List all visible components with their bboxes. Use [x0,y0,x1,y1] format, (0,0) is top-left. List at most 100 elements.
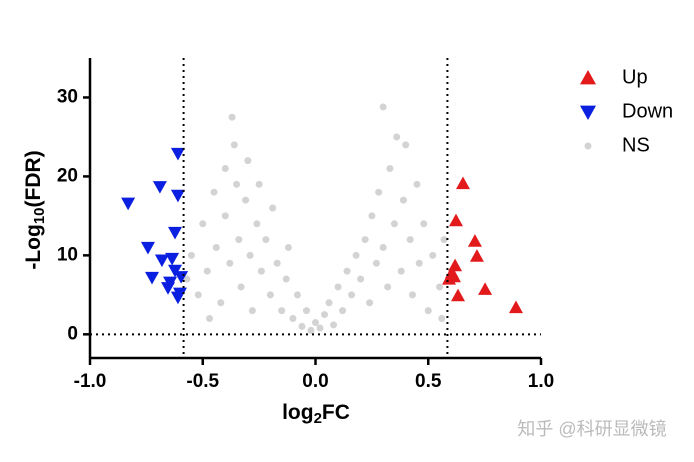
x-tick-label: -1.0 [74,371,107,392]
point [316,324,324,332]
x-tick-label: -0.5 [186,371,219,392]
point [366,299,374,307]
watermark: 知乎 @科研显微镜 [517,419,666,439]
legend-marker [580,105,596,120]
point [330,321,338,329]
point [413,180,421,188]
legend-marker [580,70,596,85]
point [390,220,398,228]
legend-label: Up [622,66,648,88]
point [393,133,401,141]
point [235,236,243,244]
point [406,236,414,244]
point [152,181,167,194]
point [212,243,220,251]
point [429,251,437,259]
point [361,236,369,244]
point [402,141,410,149]
point [273,259,281,267]
point [168,264,183,278]
point [140,241,155,255]
point [121,197,136,211]
point [194,291,202,299]
point [248,307,256,315]
point [397,267,405,275]
point [242,196,250,204]
x-tick-label: 1.0 [528,371,554,392]
point [145,271,160,285]
point [408,291,416,299]
point [253,220,261,228]
point [284,243,292,251]
point [154,254,169,268]
point [446,269,461,283]
point [307,326,315,334]
legend-label: NS [622,134,650,156]
point [199,220,207,228]
point [233,180,241,188]
point [165,252,180,266]
point [210,188,218,196]
point [174,271,189,284]
point [217,299,225,307]
point [325,299,333,307]
point [170,189,185,203]
point [467,234,482,247]
x-tick-label: 0.0 [302,371,328,392]
y-tick-label: 10 [57,244,78,265]
point [237,283,245,291]
point [183,275,191,283]
point [386,165,394,173]
x-tick-label: 0.5 [415,371,442,392]
point [478,282,493,295]
point [163,276,178,290]
point [269,204,277,212]
point [438,315,446,323]
point [424,307,432,315]
point [266,291,274,299]
point [312,318,319,326]
point [399,196,407,204]
y-tick-label: 20 [57,165,78,186]
point [372,259,380,267]
point [255,180,263,188]
point [298,322,306,330]
point [170,291,185,305]
point [469,249,484,262]
point [226,259,234,267]
legend-marker [584,142,592,150]
point [420,220,428,228]
point [230,141,238,149]
point [348,291,356,299]
point [379,103,387,111]
point [436,283,444,291]
point [168,226,183,240]
point [379,243,387,251]
point [221,165,229,173]
point [244,157,252,165]
y-tick-label: 30 [57,86,78,107]
point [339,307,347,315]
point [278,307,286,315]
point [440,236,448,244]
point [448,213,463,227]
point [384,283,392,291]
point [508,300,523,314]
x-axis-label: log2FC [282,401,350,427]
point [170,147,185,161]
point [451,288,466,302]
point [257,267,265,275]
point [334,283,342,291]
point [187,251,195,259]
point [352,251,360,259]
point [375,188,383,196]
point [246,251,254,259]
point [203,267,211,275]
y-axis-label: -Log10(FDR) [22,150,48,269]
point [262,236,270,244]
point [302,307,310,315]
point [343,267,351,275]
y-tick-label: 0 [67,323,78,344]
point [289,315,297,323]
